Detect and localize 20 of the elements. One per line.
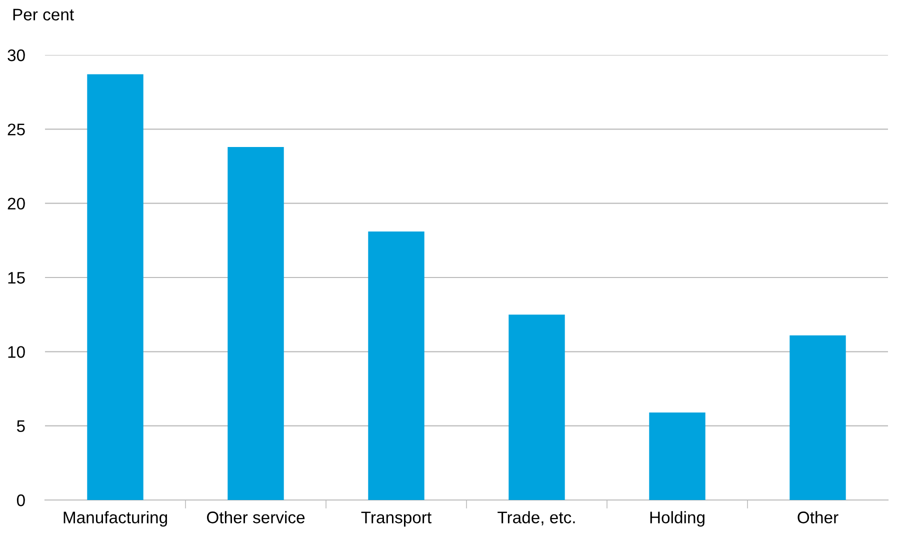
x-tick-label: Holding <box>650 511 704 527</box>
x-tick-label: Transport <box>361 512 432 527</box>
y-tick-label: 5 <box>16 420 25 432</box>
bar <box>87 74 144 500</box>
bar <box>368 232 424 500</box>
bar <box>790 335 846 500</box>
x-tick-label: Other <box>798 511 838 524</box>
y-axis-title: Per cent <box>13 8 74 20</box>
x-tick-label: Trade, etc. <box>498 511 575 526</box>
x-tick-label: Other service <box>206 511 305 524</box>
y-tick-label: 25 <box>8 124 25 136</box>
y-tick-label: 0 <box>16 494 25 506</box>
y-tick-label: 10 <box>8 346 25 358</box>
bar <box>508 314 565 500</box>
x-tick-label: Manufacturing <box>64 511 167 527</box>
y-tick-label: 15 <box>8 272 25 284</box>
y-tick-label: 20 <box>8 198 25 210</box>
bar <box>649 412 706 500</box>
bar <box>228 146 284 500</box>
y-tick-label: 30 <box>8 49 25 62</box>
